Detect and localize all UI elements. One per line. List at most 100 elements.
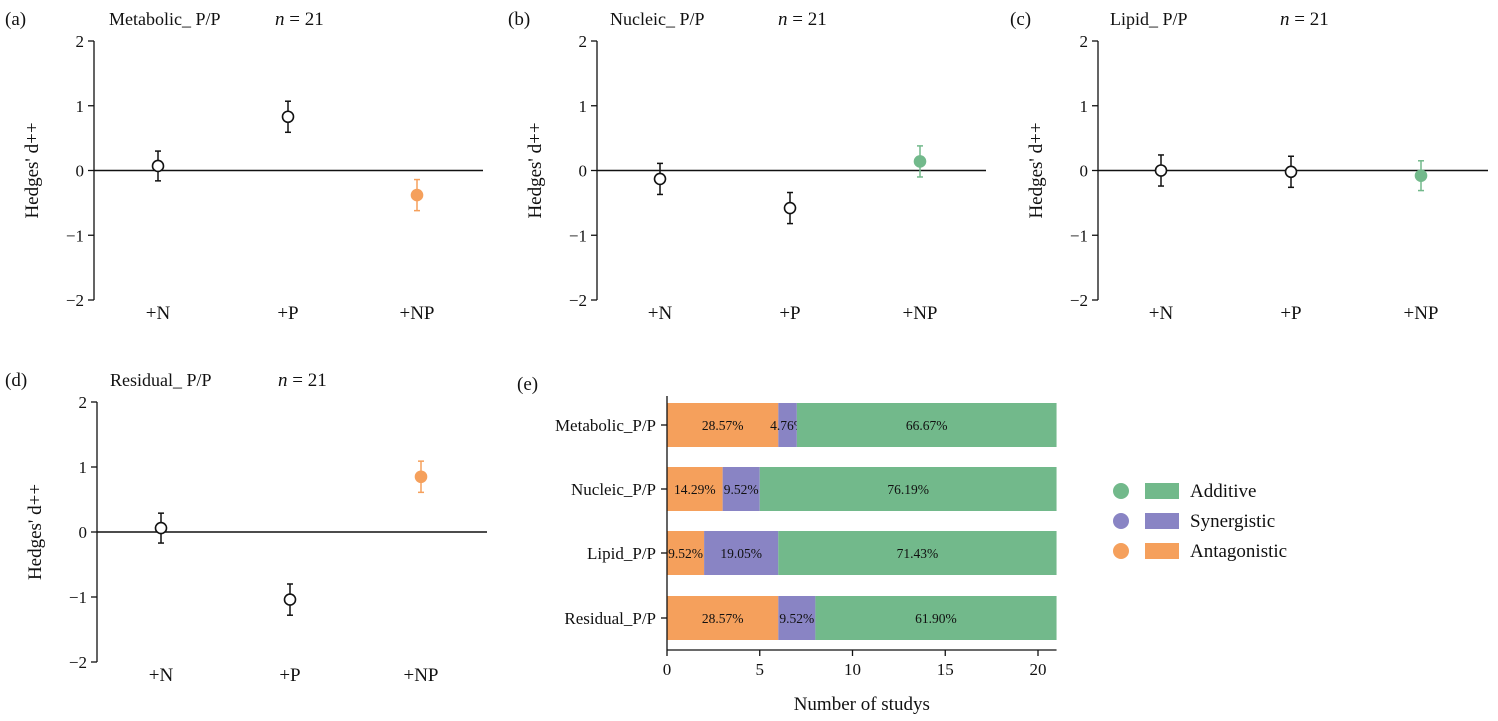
- bar-percent-label: 28.57%: [702, 418, 744, 433]
- y-tick-label: 0: [1080, 162, 1089, 181]
- bar-segment-synergistic: [704, 531, 779, 575]
- x-category-label: +N: [1149, 303, 1174, 324]
- y-category-label: Residual_P/P: [564, 609, 656, 628]
- x-tick-label: 10: [844, 660, 861, 679]
- x-tick-label: 5: [756, 660, 765, 679]
- legend-marker-circle: [1113, 483, 1129, 499]
- data-point: [1154, 164, 1168, 177]
- panel-tag: (c): [1010, 9, 1031, 30]
- bar-segment-additive: [796, 403, 1057, 447]
- y-category-label: Nucleic_P/P: [571, 480, 656, 499]
- data-point: [913, 155, 927, 168]
- y-tick-label: −1: [1070, 226, 1088, 245]
- panel-tag: (d): [5, 370, 27, 391]
- bar-percent-label: 76.19%: [887, 482, 929, 497]
- x-category-label: +N: [648, 303, 673, 324]
- y-tick-label: 2: [79, 393, 88, 412]
- sample-size-label: n = 21: [1280, 9, 1329, 30]
- y-tick-label: 2: [1080, 32, 1089, 51]
- bar-segment-antagonistic: [667, 531, 705, 575]
- y-tick-label: −2: [69, 653, 87, 672]
- panel-title: Lipid_ P/P: [1110, 9, 1188, 29]
- x-tick-label: 0: [663, 660, 672, 679]
- x-tick-label: 15: [937, 660, 954, 679]
- y-tick-label: 0: [76, 162, 85, 181]
- y-tick-label: 1: [76, 97, 85, 116]
- x-category-label: +NP: [902, 303, 937, 324]
- y-tick-label: 2: [76, 32, 85, 51]
- sample-size-label: n = 21: [778, 9, 827, 30]
- data-point: [1284, 165, 1298, 179]
- x-category-label: +P: [1280, 303, 1301, 324]
- bar-percent-label: 66.67%: [906, 418, 948, 433]
- x-category-label: +NP: [403, 665, 438, 686]
- legend-swatch: [1145, 513, 1179, 529]
- legend-marker-circle: [1113, 543, 1129, 559]
- y-tick-label: 1: [579, 97, 588, 116]
- bar-percent-label: 14.29%: [674, 482, 716, 497]
- data-point: [783, 201, 797, 215]
- x-category-label: +N: [146, 303, 171, 324]
- panel-tag: (b): [508, 9, 530, 30]
- panel-tag: (e): [517, 374, 538, 395]
- bar-percent-label: 4.76%: [770, 418, 805, 433]
- x-category-label: +P: [779, 303, 800, 324]
- y-tick-label: −1: [569, 226, 587, 245]
- y-tick-label: −2: [569, 291, 587, 310]
- y-axis-label: Hedges' d++: [1026, 122, 1047, 218]
- legend-marker-circle: [1113, 513, 1129, 529]
- x-tick-label: 20: [1030, 660, 1047, 679]
- data-point: [410, 188, 424, 202]
- x-category-label: +NP: [399, 303, 434, 324]
- sample-size-label: n = 21: [278, 370, 327, 391]
- data-point: [281, 110, 295, 124]
- bar-segment-antagonistic: [667, 596, 779, 640]
- bar-segment-antagonistic: [667, 467, 723, 511]
- data-point: [283, 593, 297, 606]
- y-category-label: Metabolic_P/P: [555, 416, 656, 435]
- panel-title: Nucleic_ P/P: [610, 9, 705, 29]
- bar-percent-label: 19.05%: [720, 546, 762, 561]
- y-tick-label: 1: [1080, 97, 1089, 116]
- y-category-label: Lipid_P/P: [587, 544, 656, 563]
- data-point: [154, 521, 168, 535]
- legend-label: Additive: [1190, 481, 1257, 502]
- y-tick-label: −2: [1070, 291, 1088, 310]
- bar-percent-label: 9.52%: [779, 611, 814, 626]
- bar-segment-additive: [759, 467, 1057, 511]
- x-category-label: +N: [149, 665, 174, 686]
- panel-title: Metabolic_ P/P: [109, 9, 221, 29]
- x-category-label: +P: [277, 303, 298, 324]
- bar-percent-label: 61.90%: [915, 611, 957, 626]
- y-tick-label: 0: [579, 162, 588, 181]
- bar-percent-label: 9.52%: [724, 482, 759, 497]
- data-point: [414, 470, 428, 484]
- bar-percent-label: 28.57%: [702, 611, 744, 626]
- bar-percent-label: 71.43%: [897, 546, 939, 561]
- y-axis-label: Hedges' d++: [25, 484, 46, 580]
- data-point: [1414, 169, 1428, 182]
- x-axis-label: Number of studys: [794, 694, 930, 715]
- data-point: [151, 159, 165, 173]
- bar-segment-additive: [815, 596, 1057, 640]
- bar-segment-synergistic: [722, 467, 760, 511]
- y-tick-label: 0: [79, 523, 88, 542]
- legend-label: Synergistic: [1190, 511, 1275, 532]
- bar-segment-synergistic: [778, 403, 797, 447]
- legend-swatch: [1145, 483, 1179, 499]
- y-axis-label: Hedges' d++: [525, 122, 546, 218]
- sample-size-label: n = 21: [275, 9, 324, 30]
- panel-title: Residual_ P/P: [110, 370, 212, 390]
- legend-swatch: [1145, 543, 1179, 559]
- bar-percent-label: 9.52%: [668, 546, 703, 561]
- y-tick-label: −2: [66, 291, 84, 310]
- panel-tag: (a): [5, 9, 26, 30]
- y-tick-label: 2: [579, 32, 588, 51]
- y-tick-label: 1: [79, 458, 88, 477]
- x-category-label: +P: [279, 665, 300, 686]
- data-point: [653, 172, 667, 186]
- bar-segment-antagonistic: [667, 403, 779, 447]
- legend-label: Antagonistic: [1190, 541, 1287, 562]
- bar-segment-additive: [778, 531, 1057, 575]
